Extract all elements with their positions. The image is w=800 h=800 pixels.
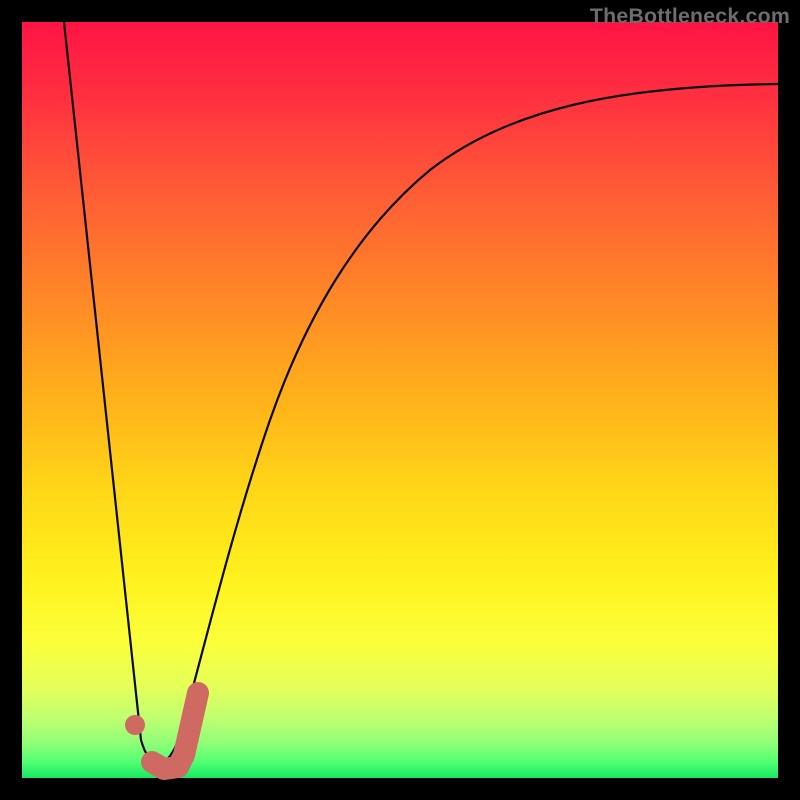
chart-svg [0,0,800,800]
highlight-dot-marker [125,715,145,735]
plot-area [22,22,778,778]
watermark-text: TheBottleneck.com [590,4,790,29]
bottleneck-chart: TheBottleneck.com [0,0,800,800]
